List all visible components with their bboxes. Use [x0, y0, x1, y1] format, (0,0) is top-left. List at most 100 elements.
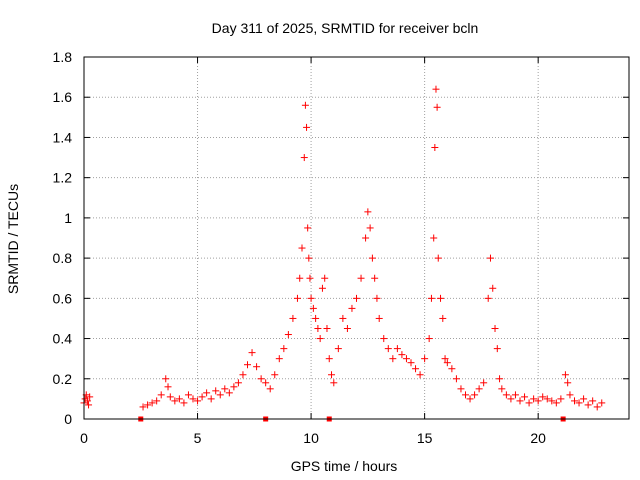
data-point [439, 314, 447, 322]
data-point [525, 399, 533, 407]
data-point [480, 379, 488, 387]
y-tick-label: 0.6 [53, 290, 73, 306]
data-point [139, 403, 147, 411]
data-point [148, 399, 156, 407]
data-point [434, 254, 442, 262]
data-point [304, 224, 312, 232]
data-point [271, 371, 279, 379]
data-point [543, 395, 551, 403]
data-point [384, 345, 392, 353]
data-point [244, 361, 251, 369]
data-point [207, 395, 215, 403]
data-point [330, 379, 338, 387]
data-point [398, 351, 406, 359]
data-point [303, 123, 311, 131]
data-point [305, 254, 313, 262]
y-tick-label: 0 [64, 411, 72, 427]
data-point [521, 393, 529, 401]
data-point [539, 393, 547, 401]
y-tick-label: 1.2 [53, 170, 73, 186]
data-point [83, 397, 91, 405]
data-point [471, 391, 479, 399]
data-point [343, 325, 351, 332]
y-tick-label: 1 [64, 210, 72, 226]
data-point [339, 314, 347, 322]
data-point [184, 391, 192, 399]
data-point [371, 274, 379, 282]
data-point [164, 383, 172, 391]
data-point [452, 375, 460, 383]
data-point [389, 355, 397, 363]
data-point [153, 397, 161, 405]
data-point [357, 274, 365, 282]
data-point [157, 391, 165, 399]
data-point [593, 403, 601, 411]
data-point [448, 365, 456, 373]
data-point [293, 294, 301, 302]
data-point [412, 365, 420, 373]
data-points [80, 85, 606, 411]
data-point [498, 385, 506, 393]
data-point [502, 391, 510, 399]
data-point [402, 355, 410, 363]
data-point [325, 355, 333, 363]
x-axis-label: GPS time / hours [291, 458, 398, 474]
data-point [334, 345, 342, 353]
data-point [307, 294, 315, 302]
data-point [275, 355, 283, 363]
data-point [589, 397, 597, 405]
data-point [457, 385, 465, 393]
x-tick-label: 15 [417, 430, 433, 446]
data-point [475, 385, 483, 393]
data-point [437, 294, 445, 302]
data-point [373, 294, 381, 302]
data-point [189, 395, 197, 403]
data-point [486, 254, 494, 262]
data-point [348, 304, 356, 312]
data-point [175, 395, 183, 403]
data-point [580, 395, 588, 403]
data-point [484, 294, 492, 302]
data-point [262, 379, 270, 387]
data-point [321, 274, 329, 282]
plot-frame [83, 56, 630, 420]
y-tick-label: 0.4 [53, 331, 73, 347]
x-tick-label: 5 [194, 430, 202, 446]
data-point [328, 371, 336, 379]
data-point [507, 395, 515, 403]
grid-lines [84, 57, 629, 419]
data-point [266, 385, 274, 393]
data-point [194, 397, 202, 405]
data-point [298, 244, 306, 252]
data-point [566, 391, 574, 399]
data-point [375, 314, 383, 322]
data-point [85, 401, 93, 409]
data-point [421, 355, 429, 363]
data-point [203, 389, 211, 397]
data-point [368, 254, 376, 262]
data-point [362, 234, 370, 242]
data-point [284, 331, 292, 339]
data-point [441, 355, 449, 363]
data-point [239, 371, 247, 379]
data-point [221, 385, 229, 393]
data-point [171, 397, 179, 405]
data-point [571, 397, 578, 405]
data-point [431, 144, 439, 151]
data-point [216, 391, 224, 399]
data-point [561, 371, 569, 379]
y-axis-label: SRMTID / TECUs [5, 184, 21, 294]
data-point [548, 397, 556, 405]
chart-title: Day 311 of 2025, SRMTID for receiver bcl… [212, 20, 479, 36]
data-point [353, 294, 360, 302]
data-point [575, 399, 583, 407]
data-point [598, 399, 606, 407]
data-point [162, 375, 170, 383]
y-tick-label: 1.6 [53, 89, 73, 105]
data-point [230, 383, 238, 391]
data-point [225, 389, 233, 397]
data-point [552, 399, 560, 407]
data-point [534, 397, 542, 405]
data-point [234, 379, 242, 387]
